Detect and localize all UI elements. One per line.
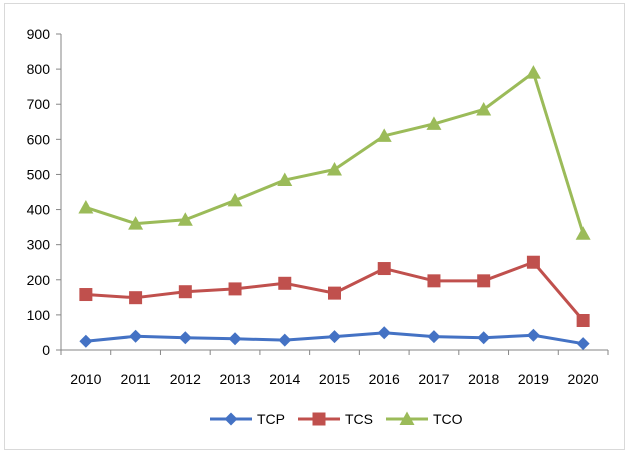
x-tick-label: 2020 [568, 371, 599, 387]
x-tick-label: 2011 [121, 371, 151, 387]
series-tcs [79, 255, 590, 328]
x-tick-label: 2013 [219, 371, 250, 387]
data-point-tcs [477, 274, 491, 288]
x-tick-label: 2010 [70, 371, 101, 387]
data-point-tcs [427, 274, 441, 288]
legend-item-tco: TCO [386, 411, 463, 427]
series-line-tco [85, 71, 585, 235]
x-axis: 2010 2011 2012 2013 2014 2015 2016 2017 2018 2019… [60, 349, 609, 387]
data-point-tco [78, 199, 94, 214]
legend-marker-tcp [224, 412, 238, 426]
x-tick-label: 2015 [319, 371, 350, 387]
data-point-tco [575, 226, 591, 240]
data-point-tcp [129, 329, 143, 343]
data-point-tcp [526, 328, 540, 342]
y-axis: 0 100 200 300 400 500 600 700 800 900 [27, 26, 62, 358]
data-point-tcp [328, 330, 341, 344]
x-tick-label: 2016 [369, 371, 400, 387]
data-point-tco [476, 101, 492, 116]
y-tick-label: 900 [27, 26, 51, 42]
data-point-tcs [228, 282, 242, 296]
legend: TCP TCS TCO [210, 411, 463, 427]
data-point-tcs [328, 286, 341, 300]
data-point-tcp [79, 334, 93, 348]
data-point-tco [177, 212, 193, 226]
series-tco [78, 65, 591, 240]
x-tick-label: 2017 [418, 371, 449, 387]
data-point-tcp [427, 330, 441, 344]
data-point-tcs [576, 314, 590, 328]
x-tick-label: 2014 [269, 371, 300, 387]
data-point-tcp [228, 332, 242, 346]
y-tick-label: 200 [27, 272, 51, 288]
data-point-tco [426, 116, 442, 130]
series-layer [78, 65, 591, 351]
y-tick-label: 0 [42, 342, 50, 358]
data-point-tcp [576, 337, 590, 351]
data-point-tcp [377, 326, 391, 340]
x-tick-label: 2012 [170, 371, 201, 387]
y-tick-label: 500 [27, 166, 51, 182]
y-tick-label: 400 [27, 202, 51, 218]
y-tick-label: 700 [27, 96, 51, 112]
chart-frame: 0 100 200 300 400 500 600 700 800 900 2010 2011 201… [4, 3, 625, 450]
data-point-tco [128, 216, 144, 230]
data-point-tco [227, 192, 243, 207]
y-tick-label: 300 [27, 237, 51, 253]
data-point-tco [327, 162, 342, 176]
legend-item-tcp: TCP [210, 411, 285, 427]
y-tick-label: 800 [27, 61, 51, 77]
x-tick-label: 2019 [518, 371, 549, 387]
data-point-tcs [178, 285, 192, 299]
y-tick-label: 100 [27, 307, 51, 323]
data-point-tco [376, 128, 392, 142]
legend-marker-tco [399, 411, 415, 425]
legend-label-tco: TCO [433, 411, 463, 427]
data-point-tcs [377, 262, 391, 276]
legend-label-tcs: TCS [345, 411, 373, 427]
y-tick-label: 600 [27, 131, 51, 147]
data-point-tco [525, 65, 541, 79]
data-point-tcs [79, 288, 93, 302]
data-point-tcp [477, 331, 491, 345]
data-point-tcs [129, 291, 143, 305]
legend-item-tcs: TCS [298, 411, 373, 427]
data-point-tcs [278, 276, 292, 290]
legend-marker-tcs [312, 412, 326, 426]
x-tick-label: 2018 [468, 371, 499, 387]
data-point-tco [277, 172, 293, 187]
series-tcp [79, 326, 590, 351]
legend-label-tcp: TCP [257, 411, 285, 427]
data-point-tcs [526, 255, 540, 269]
data-point-tcp [178, 331, 192, 345]
data-point-tcp [278, 333, 292, 347]
